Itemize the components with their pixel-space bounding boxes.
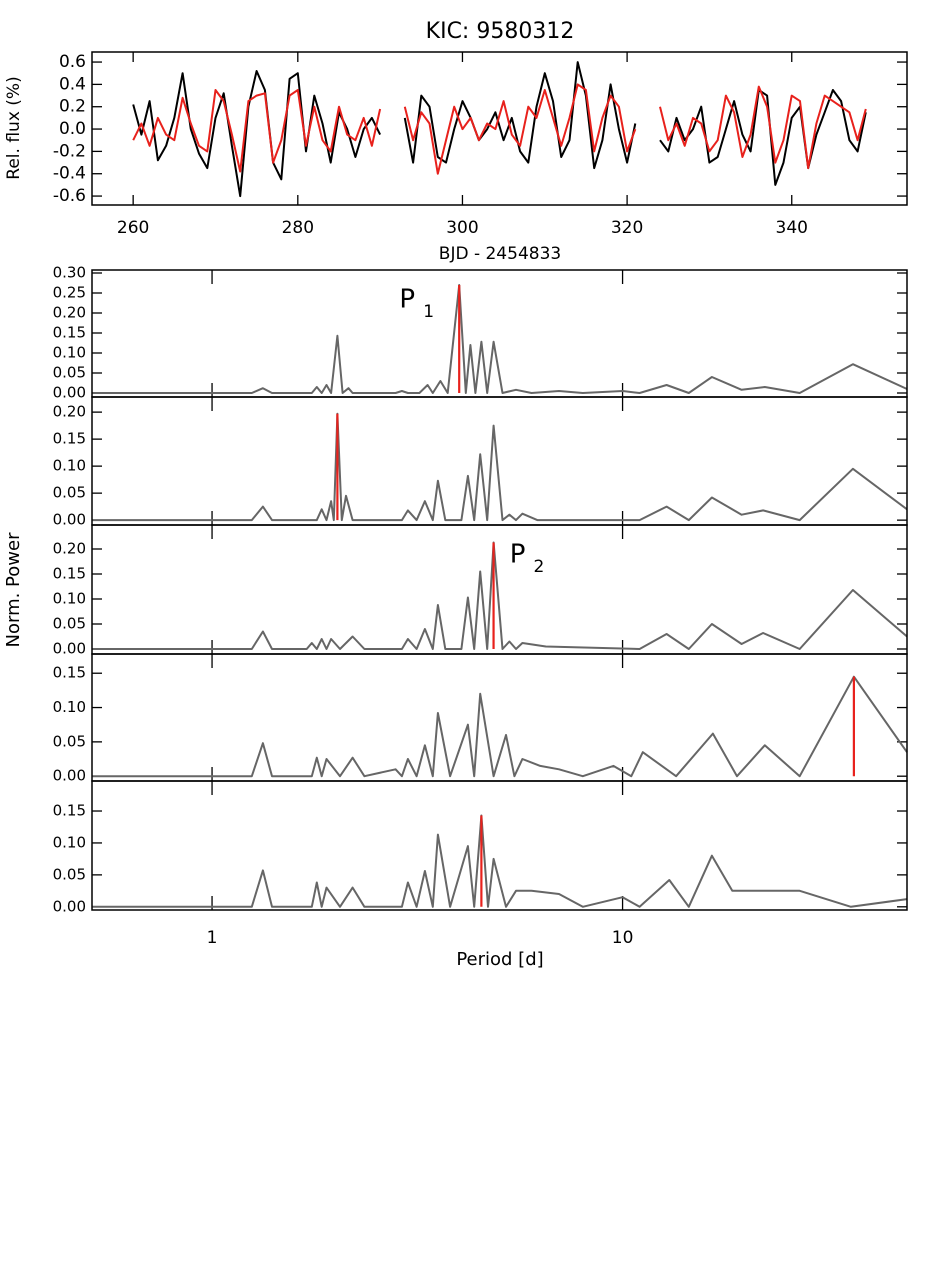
x-axis-label: Period [d] — [456, 949, 543, 970]
y-tick-label: 0.05 — [53, 615, 86, 633]
y-tick-label: 0.15 — [53, 430, 86, 448]
x-tick-label: 1 — [207, 928, 218, 948]
x-tick-label: 280 — [282, 218, 314, 238]
y-tick-label: 0.05 — [53, 732, 86, 750]
y-tick-label: 0.00 — [53, 767, 86, 785]
x-tick-label: 10 — [612, 928, 634, 948]
y-tick-label: 0.05 — [53, 484, 86, 502]
data-line — [92, 412, 908, 522]
y-tick-label: 0.10 — [53, 590, 86, 608]
y-tick-label: 0.00 — [53, 640, 86, 658]
y-tick-label: -0.2 — [53, 141, 86, 161]
x-axis-label: BJD - 2454833 — [439, 244, 561, 264]
y-tick-label: 0.15 — [53, 664, 86, 682]
annotation-subscript: 1 — [423, 302, 434, 322]
data-line — [132, 83, 867, 175]
y-tick-label: 0.20 — [53, 304, 86, 322]
data-line — [92, 814, 908, 908]
data-line — [92, 675, 908, 778]
y-tick-label: 0.05 — [53, 865, 86, 883]
y-tick-label: 0.15 — [53, 802, 86, 820]
annotation: P — [510, 540, 526, 570]
y-tick-label: 0.20 — [53, 403, 86, 421]
annotation-subscript: 2 — [534, 557, 545, 577]
y-tick-label: -0.6 — [53, 186, 86, 206]
annotation: P — [399, 285, 415, 315]
y-tick-label: 0.10 — [53, 698, 86, 716]
plot-frame — [91, 780, 908, 911]
y-tick-label: -0.4 — [53, 164, 86, 184]
y-tick-label: 0.10 — [53, 833, 86, 851]
y-tick-label: 0.2 — [59, 97, 86, 117]
plot-frame — [91, 51, 908, 206]
y-tick-label: 0.20 — [53, 540, 86, 558]
y-tick-label: 0.00 — [53, 511, 86, 529]
y-tick-label: 0.00 — [53, 384, 86, 402]
y-tick-label: 0.15 — [53, 565, 86, 583]
y-axis-label: Norm. Power — [3, 532, 24, 648]
x-tick-label: 260 — [117, 218, 149, 238]
y-tick-label: 0.6 — [59, 52, 86, 72]
data-line — [92, 541, 908, 650]
y-tick-label: 0.0 — [59, 119, 86, 139]
y-tick-label: 0.10 — [53, 457, 86, 475]
y-tick-label: 0.05 — [53, 364, 86, 382]
y-tick-label: 0.15 — [53, 324, 86, 342]
y-axis-label: Rel. flux (%) — [4, 76, 24, 179]
y-tick-label: 0.00 — [53, 897, 86, 915]
y-tick-label: 0.30 — [53, 264, 86, 282]
x-tick-label: 340 — [776, 218, 808, 238]
y-tick-label: 0.4 — [59, 74, 86, 94]
x-tick-label: 320 — [611, 218, 643, 238]
y-tick-label: 0.10 — [53, 344, 86, 362]
x-tick-label: 300 — [446, 218, 478, 238]
data-line — [132, 61, 867, 198]
chart-title: KIC: 9580312 — [426, 19, 575, 44]
y-tick-label: 0.25 — [53, 284, 86, 302]
